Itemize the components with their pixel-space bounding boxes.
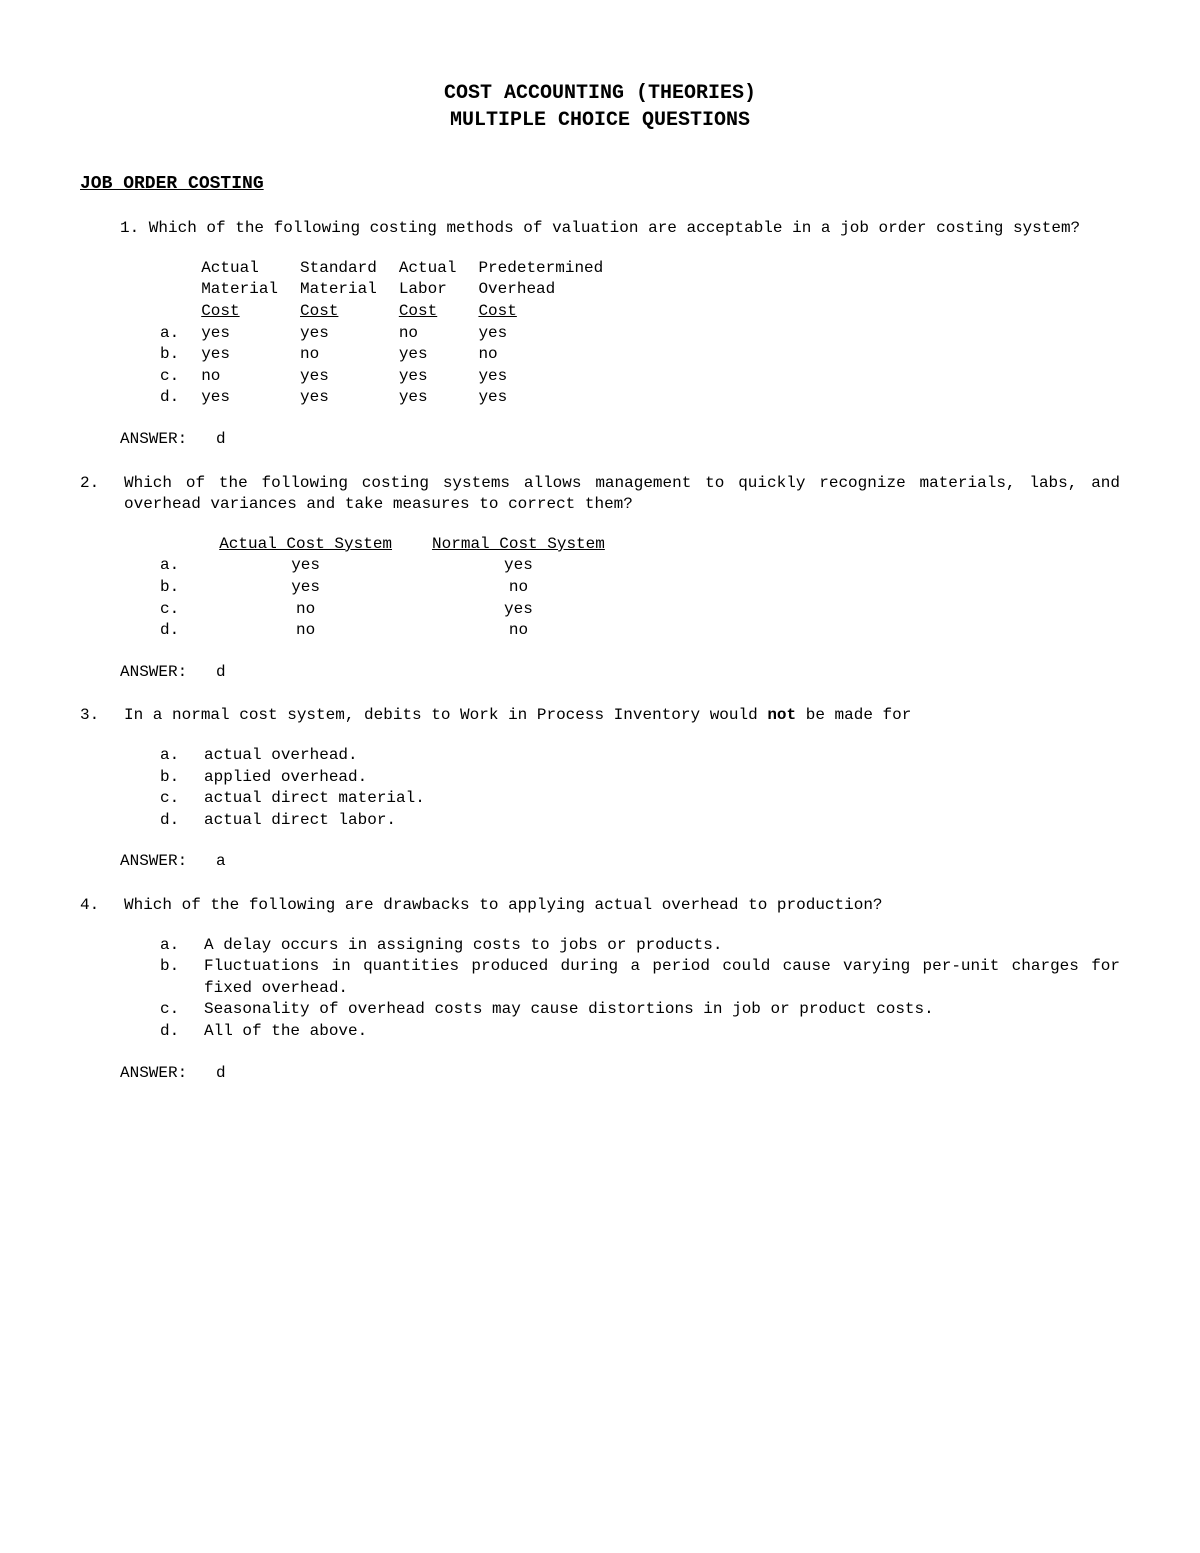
table-row: c.noyes xyxy=(160,599,645,621)
doc-title-line1: COST ACCOUNTING (THEORIES) xyxy=(80,80,1120,107)
q1-h3c: Cost xyxy=(399,302,437,320)
q3-answer: ANSWER: a xyxy=(80,851,1120,873)
q1-h4b: Overhead xyxy=(478,279,625,301)
table-row: c.noyesyesyes xyxy=(160,366,625,388)
q2-h2: Normal Cost System xyxy=(432,534,645,556)
q1-h4c: Cost xyxy=(478,302,516,320)
q1-h2b: Material xyxy=(300,279,399,301)
q1-answer: ANSWER: d xyxy=(80,429,1120,451)
table-row: b.yesno xyxy=(160,577,645,599)
table-row: d.nono xyxy=(160,620,645,642)
q1-h1c: Cost xyxy=(201,302,239,320)
q2-table: Actual Cost System Normal Cost System a.… xyxy=(160,534,645,642)
section-heading: JOB ORDER COSTING xyxy=(80,172,1120,196)
q1-h1b: Material xyxy=(201,279,300,301)
q4-options: a.A delay occurs in assigning costs to j… xyxy=(160,935,1120,1043)
q1-h2a: Standard xyxy=(300,258,399,280)
list-item: b.applied overhead. xyxy=(160,767,1120,789)
table-row: b.yesnoyesno xyxy=(160,344,625,366)
list-item: b.Fluctuations in quantities produced du… xyxy=(160,956,1120,999)
q1-h4a: Predetermined xyxy=(478,258,625,280)
q1-h1a: Actual xyxy=(201,258,300,280)
q1-table: Actual Standard Actual Predetermined Mat… xyxy=(160,258,625,409)
table-header-row: Cost Cost Cost Cost xyxy=(160,301,625,323)
q4-text: 4.Which of the following are drawbacks t… xyxy=(80,895,1120,917)
q1-h3b: Labor xyxy=(399,279,479,301)
q1-h3a: Actual xyxy=(399,258,479,280)
q2-text: 2.Which of the following costing systems… xyxy=(80,473,1120,516)
q2-answer: ANSWER: d xyxy=(80,662,1120,684)
q4-answer: ANSWER: d xyxy=(80,1063,1120,1085)
q1-text: 1. Which of the following costing method… xyxy=(80,218,1120,240)
q1-h2c: Cost xyxy=(300,302,338,320)
q2-h1: Actual Cost System xyxy=(219,534,432,556)
list-item: d.All of the above. xyxy=(160,1021,1120,1043)
doc-title-line2: MULTIPLE CHOICE QUESTIONS xyxy=(80,107,1120,134)
list-item: c.actual direct material. xyxy=(160,788,1120,810)
list-item: a.A delay occurs in assigning costs to j… xyxy=(160,935,1120,957)
list-item: c.Seasonality of overhead costs may caus… xyxy=(160,999,1120,1021)
table-row: a.yesyes xyxy=(160,555,645,577)
table-header-row: Material Material Labor Overhead xyxy=(160,279,625,301)
list-item: d.actual direct labor. xyxy=(160,810,1120,832)
table-row: a.yesyesnoyes xyxy=(160,323,625,345)
table-header-row: Actual Cost System Normal Cost System xyxy=(160,534,645,556)
q3-text: 3.In a normal cost system, debits to Wor… xyxy=(80,705,1120,727)
q3-options: a.actual overhead. b.applied overhead. c… xyxy=(160,745,1120,831)
table-header-row: Actual Standard Actual Predetermined xyxy=(160,258,625,280)
table-row: d.yesyesyesyes xyxy=(160,387,625,409)
list-item: a.actual overhead. xyxy=(160,745,1120,767)
